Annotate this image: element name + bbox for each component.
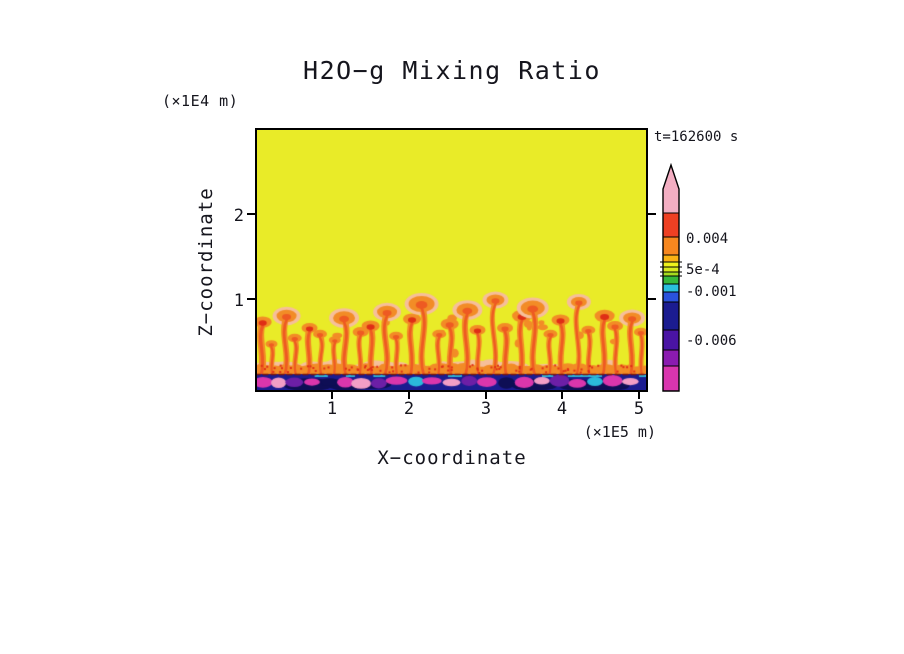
- x-tick-mark: [561, 392, 563, 399]
- x-tick-mark: [331, 392, 333, 399]
- x-tick-mark: [408, 392, 410, 399]
- x-tick-label: 3: [480, 399, 492, 419]
- y-axis-title: Z−coordinate: [195, 187, 217, 337]
- y-tick-mark: [247, 298, 255, 300]
- x-axis-unit-label: (×1E5 m): [583, 423, 656, 441]
- time-annotation: t=162600 s: [654, 129, 739, 145]
- colorbar-label: -0.001: [686, 284, 737, 300]
- colorbar-label: 5e-4: [686, 262, 720, 278]
- colorbar-label: -0.006: [686, 333, 737, 349]
- y-tick-mark: [648, 213, 656, 215]
- y-axis-unit-label: (×1E4 m): [162, 92, 239, 110]
- x-axis-title: X−coordinate: [377, 447, 527, 469]
- heatmap-plot: [255, 128, 648, 392]
- x-tick-mark: [485, 392, 487, 399]
- x-tick-label: 4: [556, 399, 568, 419]
- x-tick-label: 1: [326, 399, 338, 419]
- chart-title: H2O−g Mixing Ratio: [303, 56, 601, 85]
- y-tick-mark: [247, 213, 255, 215]
- y-tick-label: 1: [233, 291, 244, 311]
- colorbar: [660, 163, 682, 392]
- y-tick-mark: [648, 298, 656, 300]
- x-tick-label: 5: [633, 399, 645, 419]
- colorbar-label: 0.004: [686, 231, 729, 247]
- x-tick-mark: [638, 392, 640, 399]
- x-tick-label: 2: [403, 399, 415, 419]
- y-tick-label: 2: [233, 206, 244, 226]
